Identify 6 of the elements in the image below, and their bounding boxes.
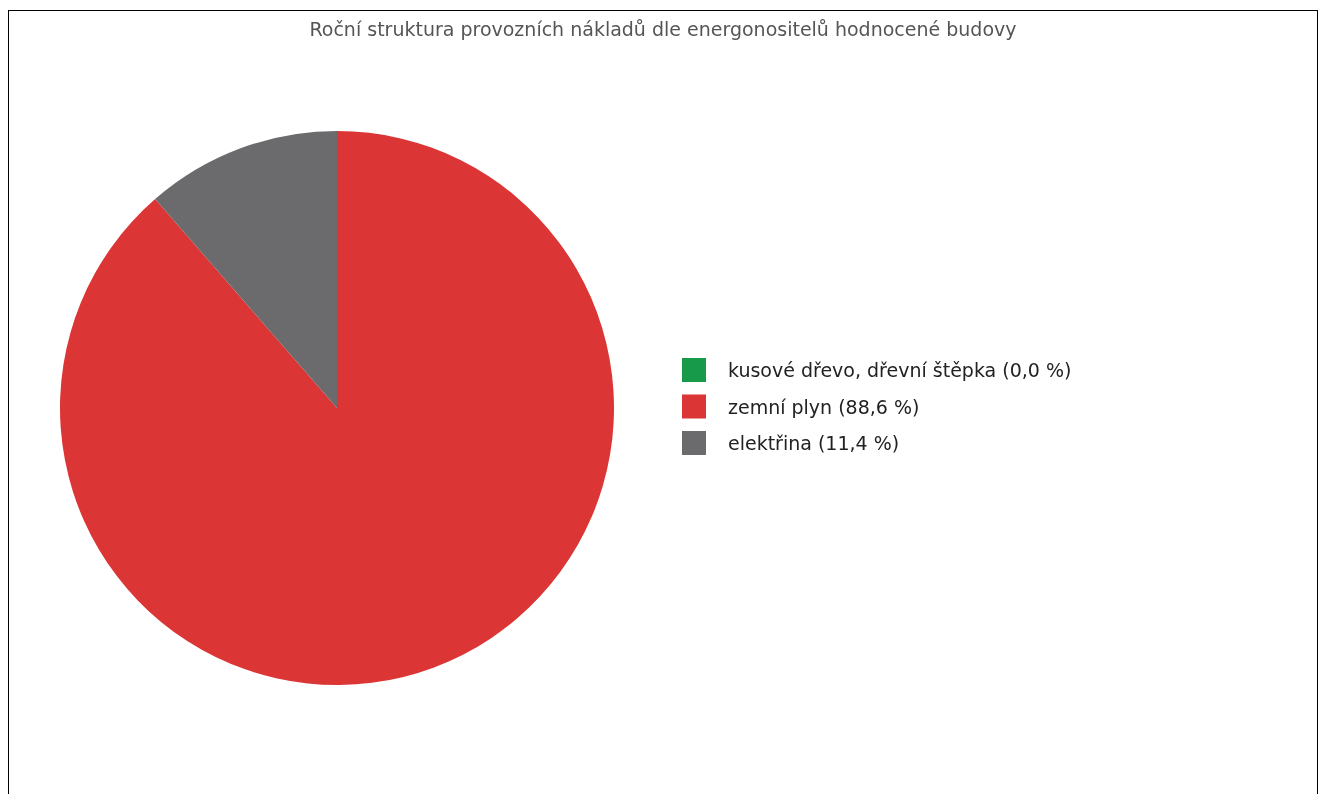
legend-label: zemní plyn (88,6 %) (728, 395, 920, 418)
chart-title: Roční struktura provozních nákladů dle energonositelů hodnocené budovy (309, 18, 1017, 40)
legend-label: kusové dřevo, dřevní štěpka (0,0 %) (728, 359, 1072, 381)
pie-slice (155, 131, 337, 408)
pie-slice (60, 131, 614, 685)
legend-label: elektřina (11,4 %) (728, 432, 900, 454)
